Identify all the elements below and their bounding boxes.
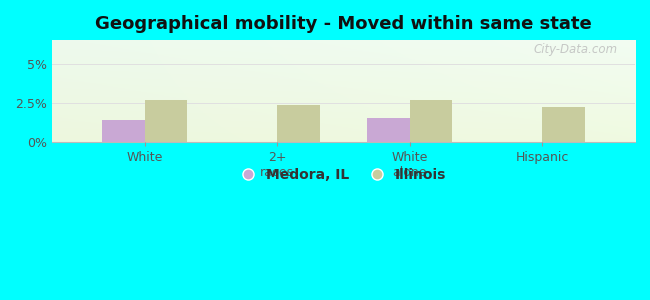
Bar [367, 118, 410, 142]
Bar [144, 100, 187, 142]
Bar [277, 105, 320, 142]
Title: Geographical mobility - Moved within same state: Geographical mobility - Moved within sam… [95, 15, 592, 33]
Bar [410, 100, 452, 142]
Bar [542, 107, 584, 142]
Text: City-Data.com: City-Data.com [534, 43, 618, 56]
Legend: Medora, IL, Illinois: Medora, IL, Illinois [235, 163, 452, 188]
Bar [102, 120, 144, 142]
